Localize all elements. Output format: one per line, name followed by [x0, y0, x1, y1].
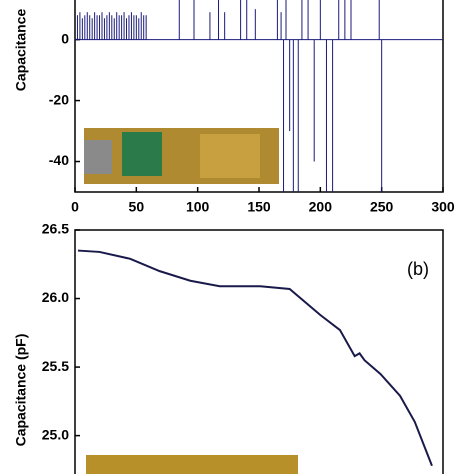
x-tick-label: 300	[431, 199, 455, 215]
x-tick-label: 100	[186, 199, 210, 215]
y-tick-label: -40	[49, 152, 69, 168]
inset-photo	[84, 128, 279, 184]
y-tick-label: -20	[49, 91, 69, 107]
x-tick-label: 50	[129, 199, 145, 215]
annotation: (b)	[407, 259, 429, 279]
y-axis-label: Capacitance	[13, 9, 29, 92]
y-tick-label: 25.5	[42, 358, 69, 374]
line	[77, 249, 433, 467]
y-tick-label: 26.0	[42, 289, 69, 305]
x-tick-label: 250	[370, 199, 394, 215]
x-tick-label: 0	[71, 199, 79, 215]
inset-photo-2	[86, 455, 298, 474]
y-axis-label: Capacitance (pF)	[13, 334, 29, 447]
y-tick-label: 0	[61, 30, 69, 46]
x-tick-label: 150	[247, 199, 271, 215]
y-tick-label: 26.5	[42, 221, 69, 237]
x-tick-label: 200	[309, 199, 333, 215]
bottom-frame	[74, 229, 444, 474]
y-tick-label: 25.0	[42, 426, 69, 442]
